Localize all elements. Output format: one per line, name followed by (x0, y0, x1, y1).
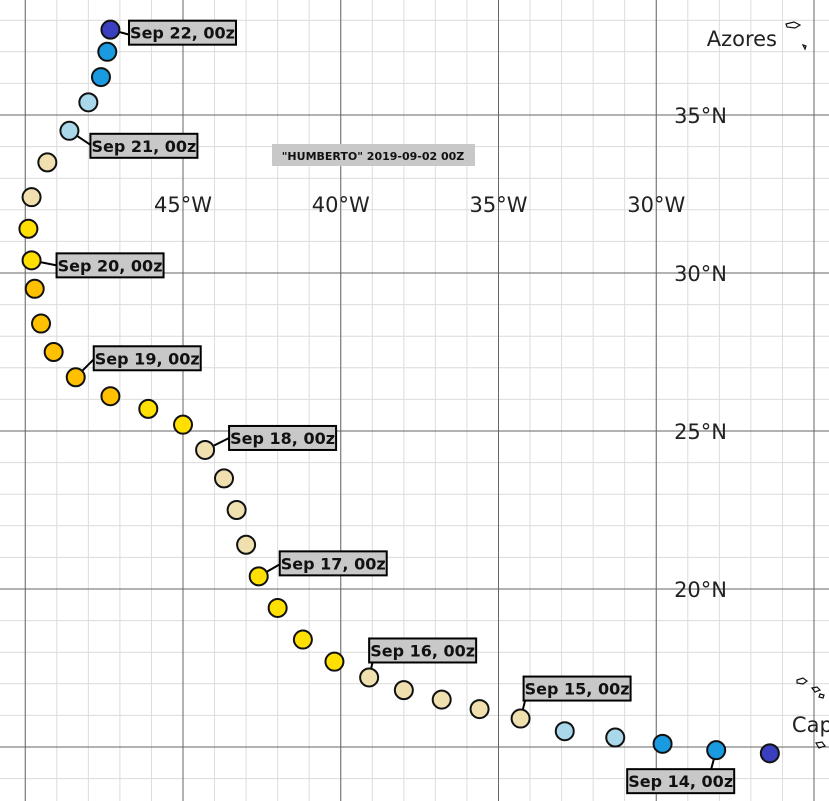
track-point (759, 743, 780, 764)
lon-label: 40°W (312, 193, 370, 217)
lat-label: 35°N (674, 104, 727, 128)
date-label: Sep 21, 00z (91, 137, 196, 156)
track-point (97, 41, 118, 62)
island (815, 741, 826, 749)
date-label: Sep 20, 00z (58, 256, 163, 275)
track-point (469, 699, 490, 720)
track-point (24, 278, 45, 299)
date-label-box (626, 768, 736, 795)
map-title: "HUMBERTO" 2019-09-02 00Z (282, 150, 465, 163)
axis-labels: 45°W 40°W 35°W 30°W 35°N 30°N 25°N 20°N Azores Ca… (154, 27, 829, 737)
track-point (652, 733, 673, 754)
date-label: Sep 16, 00z (370, 641, 475, 660)
track-point (21, 250, 42, 271)
track-point (267, 597, 288, 618)
track-point (226, 500, 247, 520)
lat-label: 30°N (674, 262, 727, 286)
track-point (393, 680, 414, 701)
date-label-box (128, 19, 237, 46)
track-point (18, 218, 39, 239)
track-point (605, 727, 626, 748)
island (801, 43, 807, 51)
lat-label: 25°N (674, 420, 727, 444)
place-name: Cape Verde (792, 713, 829, 737)
track-point (554, 721, 575, 742)
date-label-box (522, 675, 632, 702)
track-point (510, 708, 531, 729)
date-label: Sep 15, 00z (525, 680, 630, 699)
track-point (100, 19, 121, 40)
date-label-box (92, 345, 202, 372)
lon-label: 45°W (154, 193, 212, 217)
lat-label: 20°N (674, 578, 727, 602)
track-point (21, 187, 42, 208)
date-label-box (278, 550, 388, 577)
date-label-box (55, 252, 165, 279)
date-label: Sep 22, 00z (130, 24, 235, 43)
track-point (138, 398, 159, 419)
place-name: Azores (707, 27, 777, 51)
track-point (195, 439, 216, 460)
track-point (90, 67, 111, 88)
track-point (706, 740, 727, 761)
islands (785, 21, 826, 749)
track-point (236, 534, 257, 555)
track-point (31, 313, 52, 334)
lon-label: 35°W (470, 193, 528, 217)
track-point (100, 386, 121, 407)
track-point (324, 651, 345, 672)
date-label: Sep 19, 00z (95, 349, 200, 368)
track: Sep 14, 00z Sep 15, 00z Sep 16, 00z Sep 17,… (18, 19, 780, 795)
track-point (37, 152, 58, 173)
island (810, 686, 822, 693)
date-label: Sep 18, 00z (230, 429, 335, 448)
track-point (65, 367, 86, 388)
date-label: Sep 17, 00z (281, 554, 386, 573)
track-point (292, 629, 313, 650)
track-point (59, 120, 80, 141)
lon-label: 30°W (627, 193, 685, 217)
track-point (431, 689, 452, 710)
track-point (214, 468, 235, 489)
island (818, 693, 825, 699)
track-point (43, 342, 64, 362)
title-background (272, 144, 475, 166)
track-point (248, 566, 269, 587)
date-label: Sep 14, 00z (628, 772, 733, 791)
track-point (173, 414, 193, 435)
date-label-box (228, 424, 338, 451)
date-label-box (89, 132, 199, 159)
track-point (78, 92, 99, 113)
track-point (359, 667, 380, 688)
island (796, 677, 808, 685)
title-box: "HUMBERTO" 2019-09-02 00Z (272, 144, 475, 166)
date-label-box (368, 637, 478, 664)
island (785, 21, 802, 29)
